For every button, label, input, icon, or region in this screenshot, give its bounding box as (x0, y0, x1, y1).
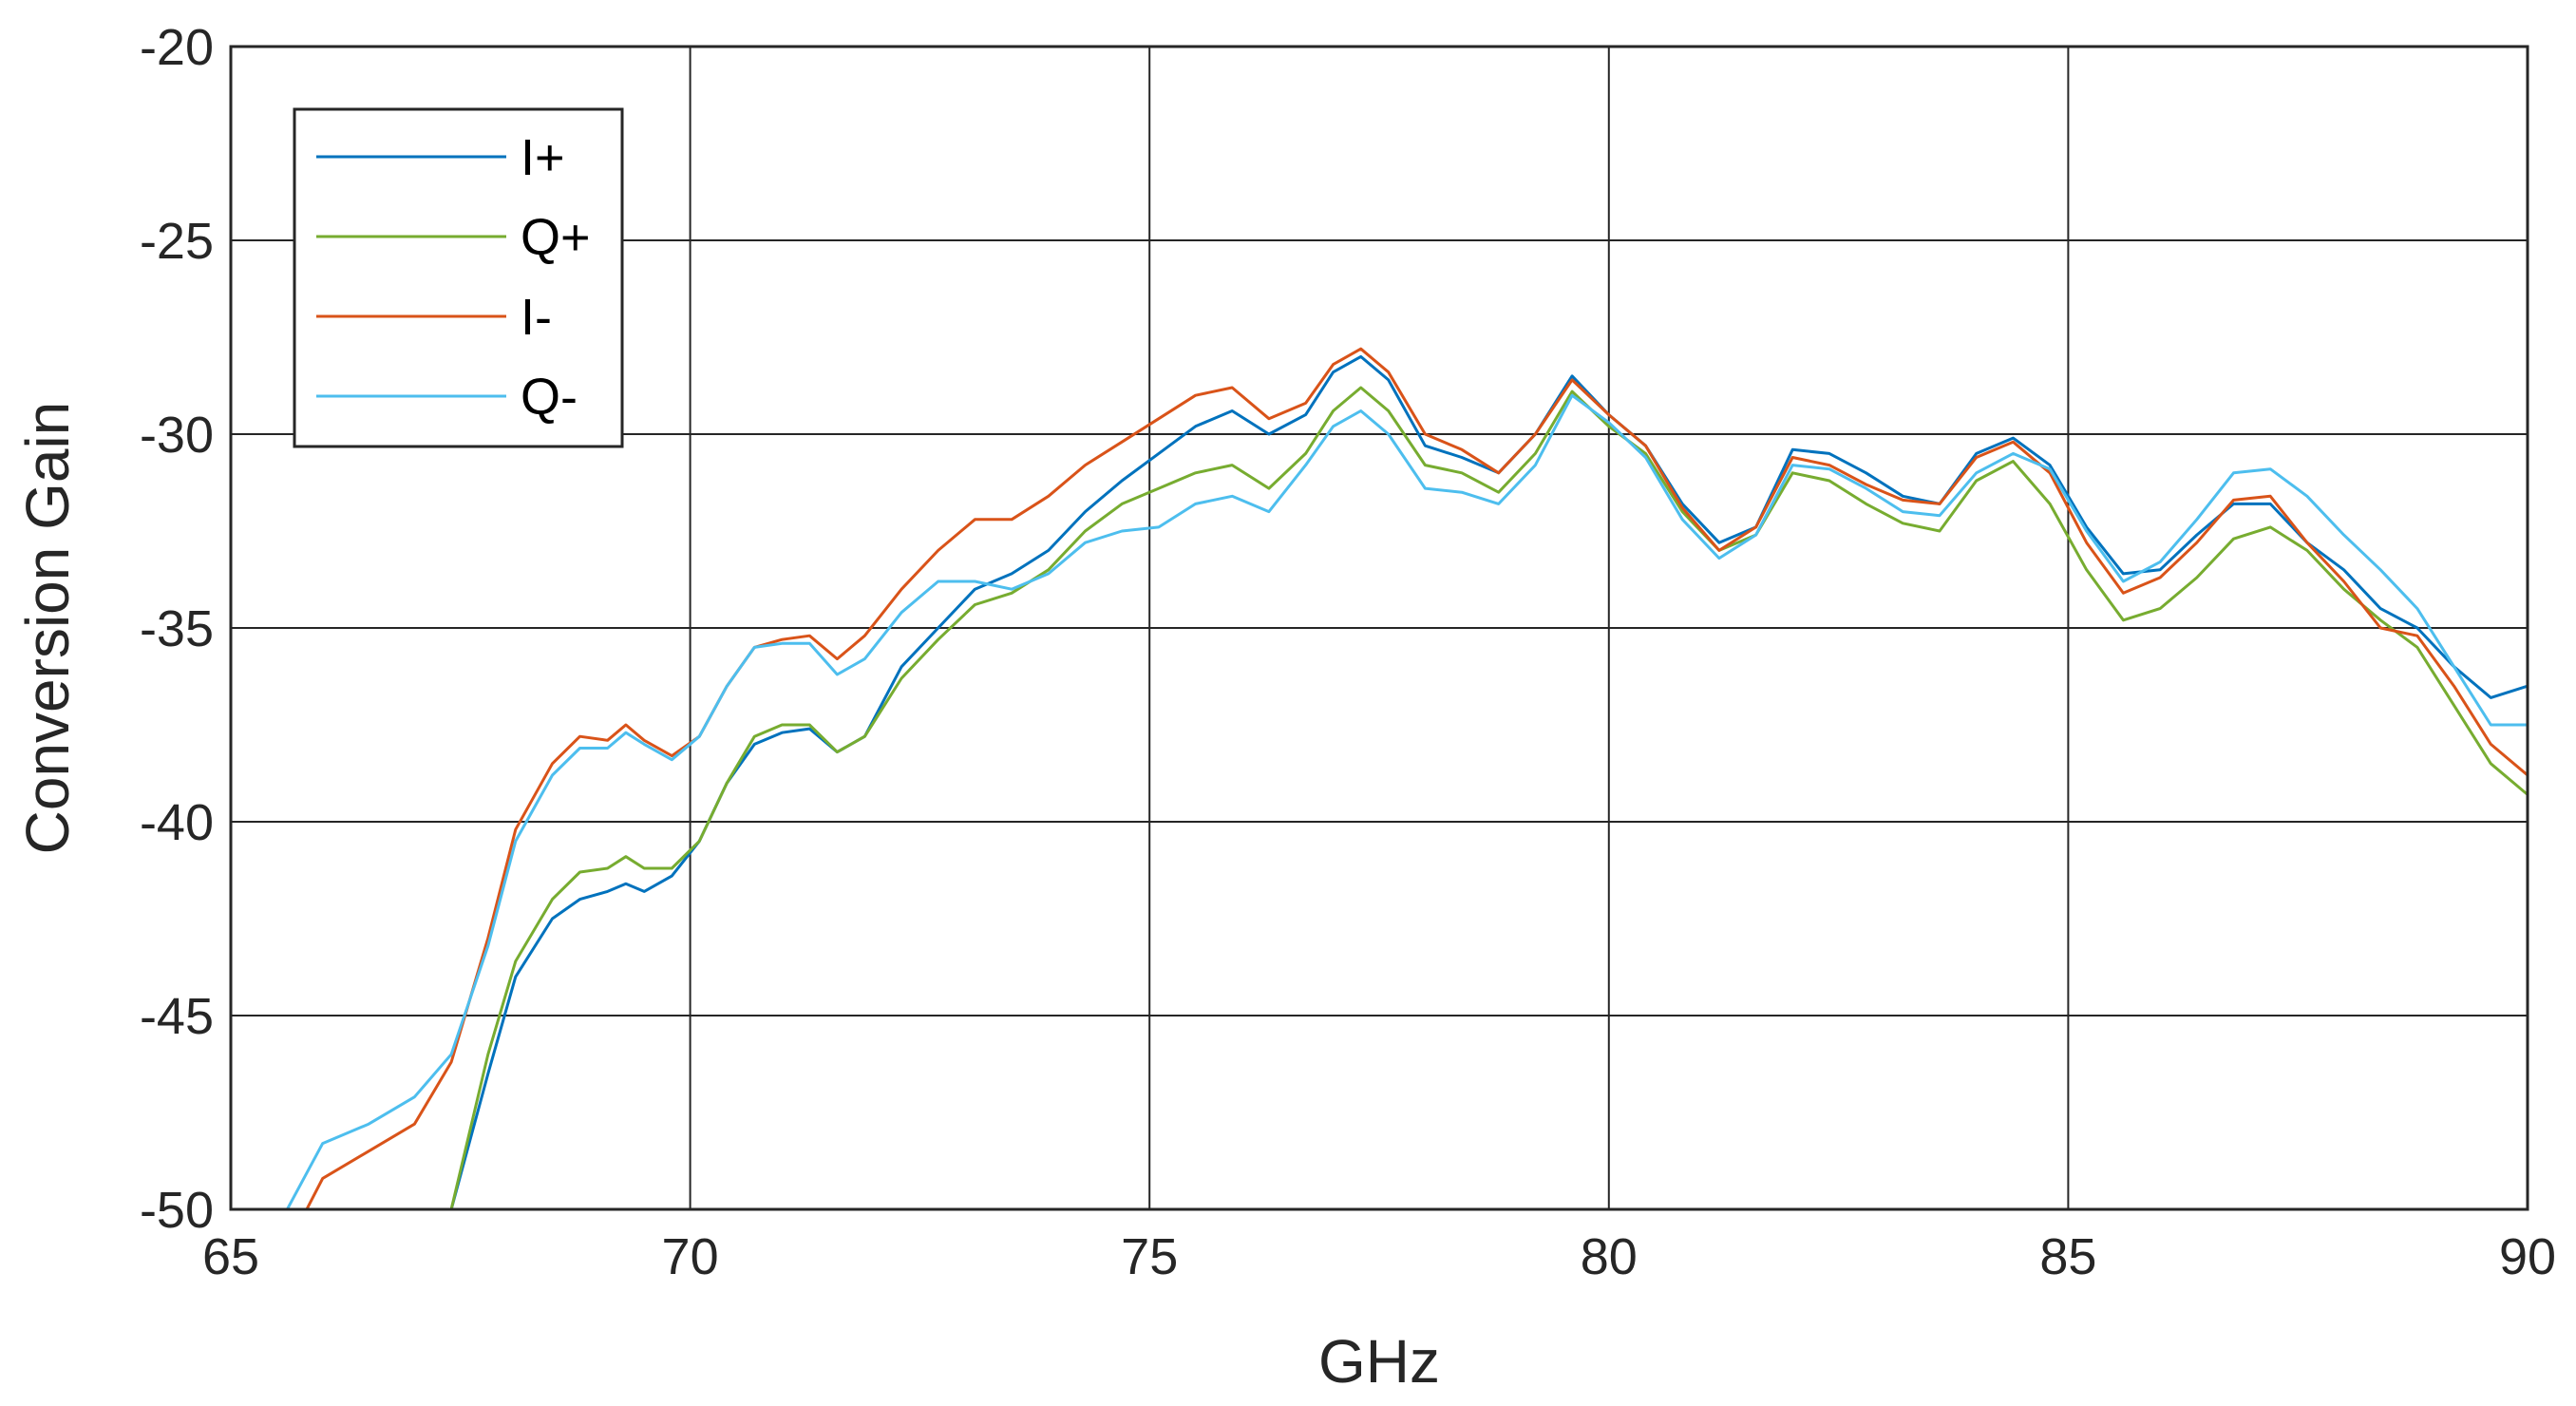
y-tick-label: -40 (140, 794, 214, 851)
y-tick-label: -45 (140, 988, 214, 1045)
legend: I+ Q+ I- Q- (293, 107, 624, 448)
y-tick-label: -25 (140, 213, 214, 270)
y-tick-label: -50 (140, 1182, 214, 1239)
series-line-2 (305, 347, 2528, 1209)
y-axis-title: Conversion Gain (13, 402, 82, 855)
x-tick-label: 65 (202, 1228, 259, 1285)
y-tick-label: -30 (140, 407, 214, 464)
series-line-1 (449, 386, 2528, 1209)
x-tick-labels: 65 70 75 80 85 90 (202, 1228, 2556, 1285)
y-tick-label: -20 (140, 19, 214, 76)
series-lines (285, 347, 2528, 1209)
x-tick-label: 80 (1581, 1228, 1638, 1285)
x-tick-label: 90 (2499, 1228, 2556, 1285)
x-tick-label: 70 (662, 1228, 719, 1285)
legend-label: I+ (521, 129, 565, 186)
series-line-3 (285, 393, 2528, 1209)
y-tick-labels: -50 -45 -40 -35 -30 -25 -20 (140, 19, 214, 1239)
x-tick-label: 85 (2039, 1228, 2096, 1285)
x-tick-label: 75 (1121, 1228, 1178, 1285)
legend-label: I- (521, 289, 552, 346)
legend-label: Q+ (521, 209, 591, 266)
legend-label: Q- (521, 369, 578, 426)
y-tick-label: -35 (140, 600, 214, 657)
legend-box (293, 107, 624, 448)
series-line-0 (449, 354, 2528, 1209)
x-axis-title: GHz (1318, 1327, 1440, 1396)
plot-frame (229, 45, 2529, 1211)
